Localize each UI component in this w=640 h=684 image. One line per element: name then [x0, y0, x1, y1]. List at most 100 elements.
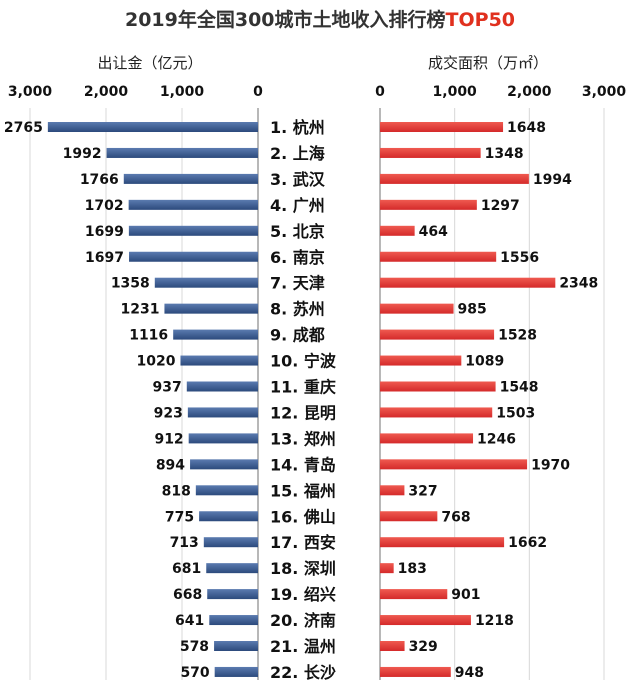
data-label-transaction-area: 1556	[500, 250, 539, 266]
left-axis-label: 出让金（亿元）	[97, 54, 202, 72]
bar-land-revenue	[195, 485, 258, 496]
right-tick-label: 3,000	[582, 84, 627, 100]
chart-row: 681 18. 深圳 183	[172, 559, 427, 578]
category-label: 14. 青岛	[270, 455, 336, 474]
data-label-land-revenue: 2765	[4, 120, 43, 136]
chart-title: 2019年全国300城市土地收入排行榜TOP50	[125, 8, 515, 31]
bar-transaction-area	[380, 147, 481, 158]
data-label-transaction-area: 1218	[475, 613, 514, 629]
chart-row: 713 17. 西安 1662	[170, 533, 547, 552]
chart-row: 1992 2. 上海 1348	[63, 144, 524, 163]
bar-land-revenue	[164, 303, 258, 314]
bar-transaction-area	[380, 277, 556, 288]
bar-land-revenue	[206, 563, 258, 574]
chart-row: 894 14. 青岛 1970	[156, 455, 570, 474]
category-label: 13. 郑州	[270, 429, 336, 448]
chart-row: 1766 3. 武汉 1994	[80, 170, 572, 189]
data-label-transaction-area: 1089	[465, 354, 504, 370]
bar-land-revenue	[106, 147, 258, 158]
category-label: 8. 苏州	[270, 300, 325, 319]
data-label-transaction-area: 1528	[498, 328, 537, 344]
bar-transaction-area	[380, 355, 462, 366]
chart-title-highlight: TOP50	[446, 9, 515, 31]
data-label-transaction-area: 1662	[508, 535, 547, 551]
bar-rows: 2765 1. 杭州 1648 1992 2. 上海 1348 1766 3. 武汉 1994 1…	[4, 118, 598, 682]
data-label-land-revenue: 570	[180, 665, 209, 681]
category-label: 9. 成都	[270, 326, 325, 345]
data-label-land-revenue: 894	[156, 457, 185, 473]
data-label-land-revenue: 668	[173, 587, 202, 603]
left-tick-label: 0	[253, 84, 263, 100]
data-label-transaction-area: 948	[455, 665, 484, 681]
category-label: 22. 长沙	[270, 663, 336, 682]
data-label-transaction-area: 985	[458, 302, 487, 318]
data-label-transaction-area: 1648	[507, 120, 546, 136]
data-label-land-revenue: 1699	[85, 224, 124, 240]
category-label: 15. 福州	[270, 481, 336, 500]
chart-row: 1358 7. 天津 2348	[111, 274, 598, 293]
category-label: 20. 济南	[270, 611, 336, 630]
category-label: 7. 天津	[270, 274, 325, 293]
data-label-land-revenue: 578	[180, 639, 209, 655]
chart-title-main: 2019年全国300城市土地收入排行榜	[125, 8, 446, 31]
right-tick-label: 1,000	[433, 84, 478, 100]
right-tick-label: 0	[375, 84, 385, 100]
chart-row: 641 20. 济南 1218	[175, 611, 514, 630]
category-label: 1. 杭州	[270, 118, 325, 137]
data-label-land-revenue: 775	[165, 509, 194, 525]
data-label-transaction-area: 464	[419, 224, 448, 240]
chart-row: 937 11. 重庆 1548	[153, 378, 539, 397]
category-label: 12. 昆明	[270, 403, 336, 422]
bar-land-revenue	[190, 459, 258, 470]
data-label-land-revenue: 1992	[63, 146, 102, 162]
data-label-transaction-area: 183	[398, 561, 427, 577]
axis-ticks: 3,000 2,000 1,000 0 0 1,000 2,000 3,000	[8, 84, 627, 100]
chart-row: 1699 5. 北京 464	[85, 222, 448, 241]
data-label-land-revenue: 681	[172, 561, 201, 577]
bar-transaction-area	[380, 433, 474, 444]
bar-transaction-area	[380, 251, 497, 262]
bar-land-revenue	[47, 122, 258, 132]
bar-transaction-area	[380, 563, 394, 574]
bar-land-revenue	[187, 407, 258, 418]
chart-row: 1697 6. 南京 1556	[85, 248, 539, 267]
bar-transaction-area	[380, 122, 504, 132]
data-label-land-revenue: 912	[154, 431, 183, 447]
data-label-land-revenue: 1116	[129, 328, 168, 344]
left-tick-label: 2,000	[84, 84, 129, 100]
bar-transaction-area	[380, 407, 493, 418]
data-label-transaction-area: 1548	[500, 380, 539, 396]
right-tick-label: 2,000	[507, 84, 552, 100]
bar-land-revenue	[128, 199, 258, 210]
chart-row: 912 13. 郑州 1246	[154, 429, 516, 448]
bar-land-revenue	[209, 615, 258, 626]
data-label-land-revenue: 1358	[111, 276, 150, 292]
chart-row: 1231 8. 苏州 985	[120, 300, 486, 319]
chart-row: 668 19. 绍兴 901	[173, 585, 481, 604]
category-label: 11. 重庆	[270, 378, 336, 397]
bar-land-revenue	[180, 355, 258, 366]
category-label: 16. 佛山	[270, 507, 336, 526]
bar-transaction-area	[380, 511, 438, 522]
chart-row: 578 21. 温州 329	[180, 637, 438, 656]
chart-row: 1020 10. 宁波 1089	[137, 352, 505, 371]
bar-transaction-area	[380, 381, 496, 392]
data-label-transaction-area: 1970	[531, 457, 570, 473]
left-tick-label: 1,000	[160, 84, 205, 100]
category-label: 10. 宁波	[270, 352, 337, 371]
bar-land-revenue	[188, 433, 258, 444]
bar-transaction-area	[380, 485, 405, 496]
category-label: 21. 温州	[270, 637, 336, 656]
data-label-transaction-area: 1348	[485, 146, 524, 162]
data-label-land-revenue: 937	[153, 380, 182, 396]
chart-row: 2765 1. 杭州 1648	[4, 118, 546, 137]
bar-transaction-area	[380, 173, 529, 184]
category-label: 3. 武汉	[270, 170, 326, 189]
bar-transaction-area	[380, 329, 495, 340]
category-label: 2. 上海	[270, 144, 325, 163]
chart-row: 775 16. 佛山 768	[165, 507, 471, 526]
bar-transaction-area	[380, 199, 477, 210]
data-label-transaction-area: 901	[451, 587, 480, 603]
bar-land-revenue	[214, 666, 258, 677]
